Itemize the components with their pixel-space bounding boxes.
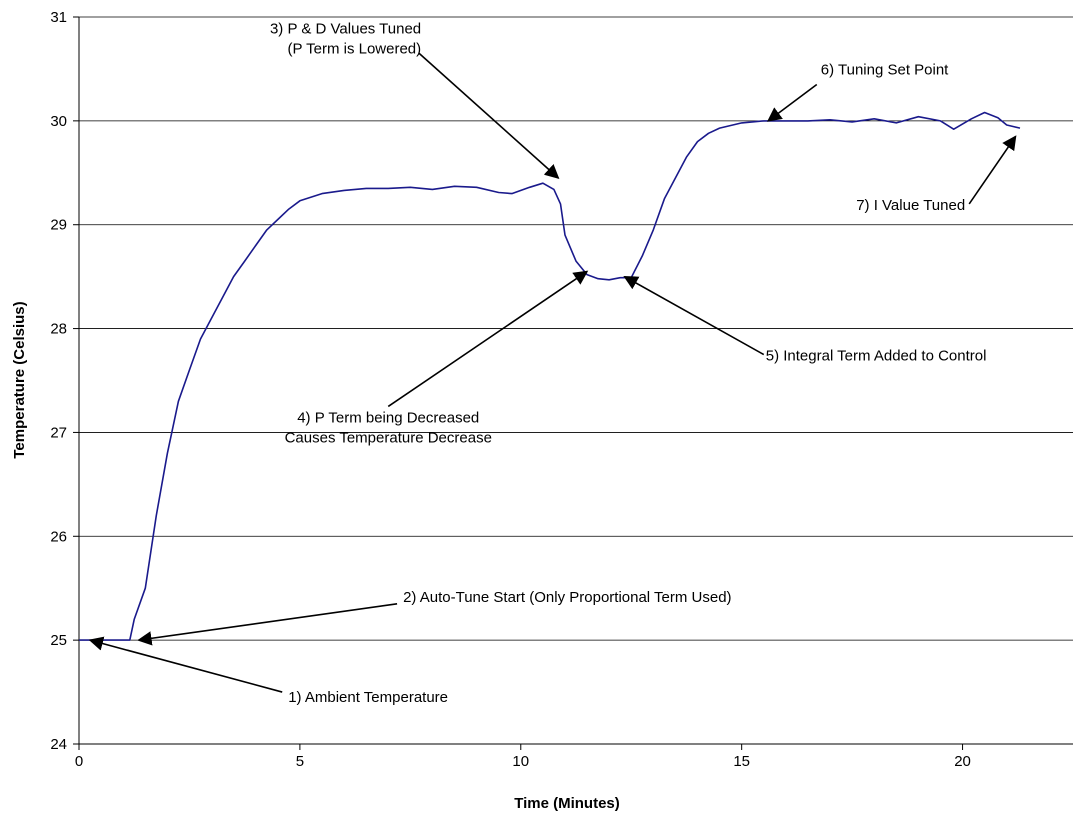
annotation-arrow-setpoint xyxy=(767,83,818,122)
x-tick-label: 10 xyxy=(512,753,529,770)
annotation-label-p-decreased: Causes Temperature Decrease xyxy=(285,429,492,446)
series xyxy=(79,111,1021,641)
x-tick-label: 15 xyxy=(733,753,750,770)
annotation-label-ambient: 1) Ambient Temperature xyxy=(288,689,448,706)
annotation-label-integral: 5) Integral Term Added to Control xyxy=(766,348,987,365)
gridlines xyxy=(79,16,1073,641)
x-tick-label: 20 xyxy=(954,753,971,770)
y-tick-label: 25 xyxy=(50,632,67,649)
annotation-label-p-decreased: 4) P Term being Decreased xyxy=(297,409,479,426)
y-tick-label: 26 xyxy=(50,528,67,545)
y-tick-label: 30 xyxy=(50,113,67,130)
temperature-series-line xyxy=(79,111,1021,641)
annotation-arrow-pd-tuned xyxy=(418,52,560,179)
annotation-arrow-i-tuned xyxy=(968,135,1017,205)
annotation-label-setpoint: 6) Tuning Set Point xyxy=(821,62,949,79)
y-tick-label: 24 xyxy=(50,736,67,753)
y-tick-label: 27 xyxy=(50,424,67,441)
annotations: 1) Ambient Temperature 2) Auto-Tune Start… xyxy=(88,20,1017,706)
annotation-arrow-integral xyxy=(623,275,765,356)
annotation-label-autotune: 2) Auto-Tune Start (Only Proportional Te… xyxy=(403,589,731,606)
y-tick-label: 29 xyxy=(50,217,67,234)
annotation-arrow-autotune xyxy=(137,603,398,646)
axes: 24 25 26 27 28 29 30 31 0 5 10 15 20 xyxy=(50,9,1073,770)
y-tick-label: 31 xyxy=(50,9,67,26)
annotation-label-pd-tuned: 3) P & D Values Tuned xyxy=(270,20,421,37)
annotation-arrow-ambient xyxy=(88,636,283,693)
y-axis-title: Temperature (Celsius) xyxy=(11,301,28,458)
x-axis-title: Time (Minutes) xyxy=(514,795,620,812)
annotation-arrow-p-decreased xyxy=(387,270,589,408)
annotation-label-pd-tuned: (P Term is Lowered) xyxy=(287,40,421,57)
x-tick-label: 5 xyxy=(296,753,304,770)
x-tick-label: 0 xyxy=(75,753,83,770)
annotation-label-i-tuned: 7) I Value Tuned xyxy=(856,197,965,214)
y-tick-label: 28 xyxy=(50,321,67,338)
